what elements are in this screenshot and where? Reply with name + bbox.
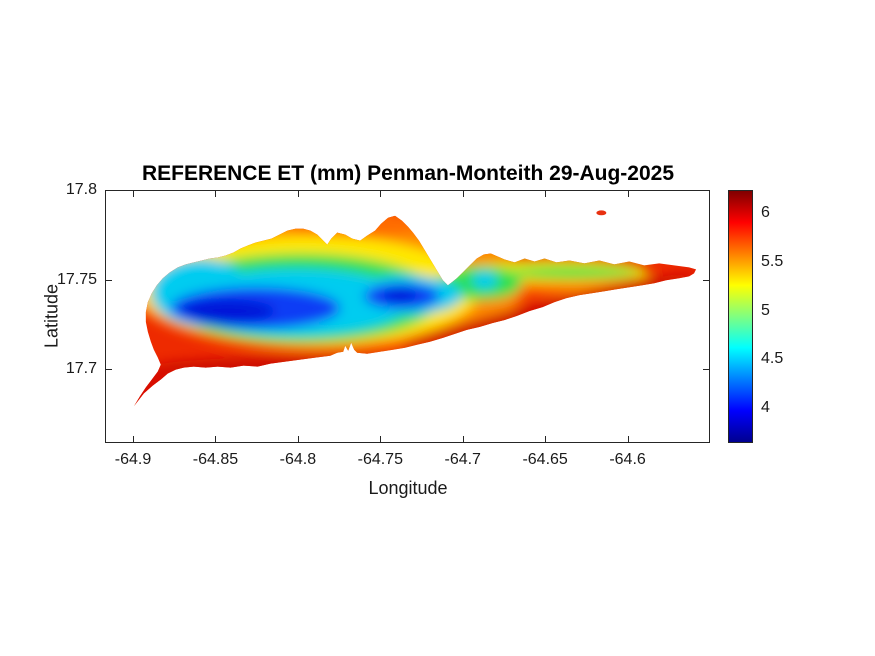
y-tick-mark: [703, 279, 709, 281]
island-heatmap-svg: [133, 210, 697, 407]
x-tick-mark: [380, 436, 382, 442]
x-tick-label: -64.75: [357, 451, 403, 468]
x-tick-mark: [215, 436, 217, 442]
x-tick-mark: [462, 191, 464, 197]
x-tick-label: -64.6: [609, 451, 646, 468]
colorbar-tick-label: 6: [761, 204, 770, 222]
low-et-core-west: [179, 299, 276, 323]
y-tick-mark: [106, 279, 112, 281]
x-tick-label: -64.7: [444, 451, 481, 468]
x-tick-mark: [133, 436, 135, 442]
low-et-core-east: [382, 288, 418, 303]
x-tick-mark: [297, 191, 299, 197]
x-tick-mark: [545, 436, 547, 442]
x-tick-mark: [627, 436, 629, 442]
y-axis-label: Latitude: [41, 283, 62, 349]
colorbar-tick-label: 4: [761, 398, 770, 416]
x-tick-label: -64.9: [114, 451, 152, 468]
x-tick-mark: [462, 436, 464, 442]
x-tick-label: -64.65: [522, 451, 568, 468]
colorbar-tick-label: 5.5: [761, 253, 784, 270]
y-tick-label: 17.8: [65, 181, 97, 198]
x-tick-mark: [297, 436, 299, 442]
chart-title: REFERENCE ET (mm) Penman-Monteith 29-Aug…: [141, 162, 675, 185]
plot-area: [105, 190, 710, 443]
y-tick-label: 17.7: [65, 360, 97, 378]
x-tick-label: -64.85: [192, 451, 239, 468]
x-tick-mark: [215, 191, 217, 197]
colorbar-tick-label: 5: [761, 301, 770, 319]
island-region: [133, 215, 697, 407]
y-tick-label: 17.75: [56, 270, 97, 288]
y-tick-mark: [106, 369, 112, 371]
x-axis-label: Longitude: [368, 478, 448, 498]
x-tick-mark: [545, 191, 547, 197]
y-tick-mark: [106, 190, 112, 191]
x-tick-mark: [380, 191, 382, 197]
x-tick-mark: [133, 191, 135, 197]
y-tick-mark: [703, 369, 709, 371]
colorbar-tick-label: 4.5: [761, 350, 784, 368]
et-field-blobs: [133, 215, 697, 407]
colorbar: [728, 190, 753, 443]
y-tick-mark: [703, 190, 709, 191]
x-tick-label: -64.8: [279, 451, 317, 468]
x-tick-mark: [627, 191, 629, 197]
offshore-islet: [596, 210, 607, 216]
